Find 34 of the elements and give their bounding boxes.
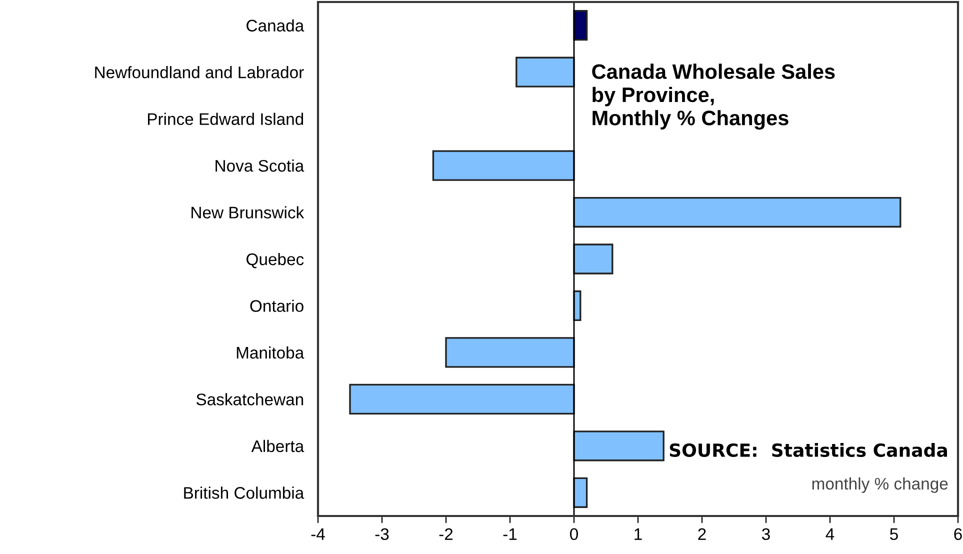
x-tick-label: 0 xyxy=(570,528,578,540)
x-tick-label: -3 xyxy=(375,528,389,540)
y-tick-label: Alberta xyxy=(251,440,304,452)
x-tick-label: -2 xyxy=(439,528,453,540)
x-tick-label: 1 xyxy=(634,528,642,540)
y-tick-label: Canada xyxy=(246,19,304,32)
x-tick-label: 6 xyxy=(954,528,962,540)
bar xyxy=(573,196,902,228)
y-tick-label: Newfoundland and Labrador xyxy=(95,66,304,78)
x-tick-label: 5 xyxy=(890,528,898,540)
bar xyxy=(573,430,664,462)
x-tick-label: -1 xyxy=(503,528,517,540)
bar xyxy=(349,384,575,414)
x-tick-label: -4 xyxy=(311,528,325,540)
y-tick-label: Quebec xyxy=(246,252,304,268)
y-tick-label: Manitoba xyxy=(236,346,304,359)
bar xyxy=(432,150,575,181)
x-tick-label: 4 xyxy=(826,528,834,540)
text: Canada Wholesale Sales by Province, Monthly % Changes xyxy=(592,64,835,130)
y-tick-label: Saskatchewan xyxy=(196,393,304,406)
bar xyxy=(573,10,588,41)
y-tick-label: Ontario xyxy=(250,300,304,312)
annotation: monthly % change xyxy=(812,477,948,493)
bar xyxy=(573,244,614,274)
y-tick-label: New Brunswick xyxy=(192,206,304,218)
annotation: SOURCE: Statistics Canada xyxy=(670,443,947,457)
bar xyxy=(573,477,588,508)
y-tick-label: British Columbia xyxy=(184,486,304,499)
y-tick-label: Nova Scotia xyxy=(216,160,304,172)
x-tick-label: 2 xyxy=(698,528,706,540)
bar xyxy=(445,337,575,368)
bar xyxy=(516,56,575,88)
x-tick-label: 3 xyxy=(762,528,770,540)
y-tick-label: Prince Edward Island xyxy=(148,112,304,126)
